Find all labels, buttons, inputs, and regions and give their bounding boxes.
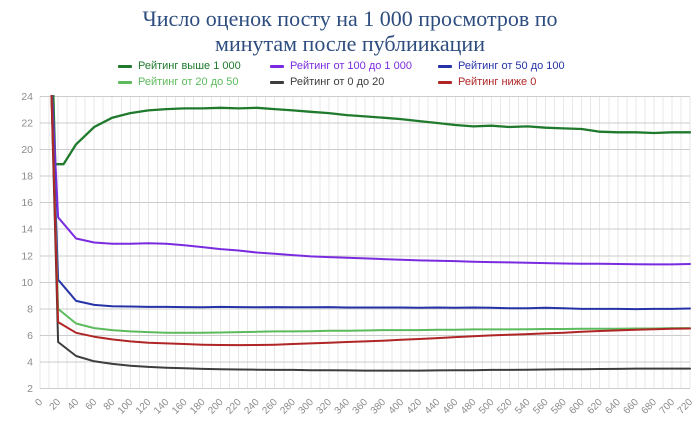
legend-label: Рейтинг выше 1 000	[138, 60, 241, 72]
x-tick-label: 240	[242, 397, 262, 417]
series-line-2	[50, 95, 691, 311]
legend-item-2: Рейтинг от 50 до 100	[438, 60, 565, 73]
legend-item-1: Рейтинг от 100 до 1 000	[270, 60, 438, 73]
x-tick-label: 380	[369, 397, 389, 417]
x-tick-label: 320	[315, 397, 335, 417]
y-tick-label: 4	[27, 356, 33, 368]
x-tick-label: 720	[676, 397, 696, 417]
legend-line-marker	[270, 65, 284, 68]
legend-label: Рейтинг ниже 0	[458, 76, 537, 88]
y-tick-label: 2	[27, 383, 33, 395]
x-tick-label: 140	[152, 397, 172, 417]
legend-line-marker	[438, 81, 452, 84]
y-tick-label: 20	[21, 144, 33, 156]
x-tick-label: 360	[351, 397, 371, 417]
legend-line-marker	[118, 65, 132, 68]
x-tick-label: 500	[477, 397, 497, 417]
legend-line-marker	[118, 81, 132, 84]
legend-label: Рейтинг от 100 до 1 000	[290, 60, 412, 72]
series-line-5	[50, 95, 691, 347]
x-tick-label: 660	[621, 397, 641, 417]
x-tick-label: 260	[260, 397, 280, 417]
y-tick-label: 6	[27, 330, 33, 342]
series-line-4	[50, 95, 691, 372]
x-tick-label: 600	[567, 397, 587, 417]
legend-line-marker	[270, 81, 284, 84]
x-tick-label: 560	[531, 397, 551, 417]
chart-title-line1: Число оценок посту на 1 000 просмотров п…	[142, 6, 558, 31]
x-tick-label: 280	[278, 397, 298, 417]
x-tick-label: 400	[387, 397, 407, 417]
chart-title-line2: минутам после публиикации	[215, 31, 485, 56]
legend-label: Рейтинг от 20 до 50	[138, 76, 239, 88]
x-tick-label: 100	[116, 397, 136, 417]
y-tick-label: 12	[21, 250, 33, 262]
y-tick-label: 10	[21, 277, 33, 289]
y-tick-label: 8	[27, 303, 33, 315]
x-tick-label: 60	[84, 397, 100, 413]
x-tick-label: 180	[188, 397, 208, 417]
x-tick-label: 460	[441, 397, 461, 417]
legend-item-5: Рейтинг ниже 0	[438, 76, 565, 89]
chart-title: Число оценок посту на 1 000 просмотров п…	[0, 6, 700, 56]
y-tick-label: 14	[21, 224, 33, 236]
series-line-0	[52, 95, 691, 166]
y-tick-label: 22	[21, 118, 33, 130]
x-tick-label: 640	[603, 397, 623, 417]
series-line-1	[51, 95, 691, 266]
x-tick-label: 0	[33, 397, 45, 409]
chart-legend: Рейтинг выше 1 000 Рейтинг от 100 до 1 00…	[118, 60, 565, 89]
x-tick-label: 440	[423, 397, 443, 417]
x-tick-label: 120	[134, 397, 154, 417]
legend-item-4: Рейтинг от 0 до 20	[270, 76, 438, 89]
x-tick-label: 80	[102, 397, 118, 413]
series-line-3	[50, 95, 691, 334]
x-tick-label: 220	[224, 397, 244, 417]
x-tick-label: 680	[640, 397, 660, 417]
x-tick-label: 540	[513, 397, 533, 417]
y-tick-label: 16	[21, 197, 33, 209]
y-tick-label: 24	[21, 91, 33, 103]
x-tick-label: 480	[459, 397, 479, 417]
x-tick-label: 700	[658, 397, 678, 417]
legend-item-0: Рейтинг выше 1 000	[118, 60, 270, 73]
x-tick-label: 200	[206, 397, 226, 417]
x-tick-label: 580	[549, 397, 569, 417]
x-tick-label: 40	[66, 397, 82, 413]
legend-label: Рейтинг от 50 до 100	[458, 60, 565, 72]
legend-line-marker	[438, 65, 452, 68]
legend-label: Рейтинг от 0 до 20	[290, 76, 385, 88]
legend-item-3: Рейтинг от 20 до 50	[118, 76, 270, 89]
x-tick-label: 340	[333, 397, 353, 417]
x-tick-label: 300	[296, 397, 316, 417]
y-tick-label: 18	[21, 171, 33, 183]
x-tick-label: 160	[170, 397, 190, 417]
x-tick-label: 520	[495, 397, 515, 417]
x-tick-label: 620	[585, 397, 605, 417]
x-tick-label: 420	[405, 397, 425, 417]
x-tick-label: 20	[48, 397, 64, 413]
